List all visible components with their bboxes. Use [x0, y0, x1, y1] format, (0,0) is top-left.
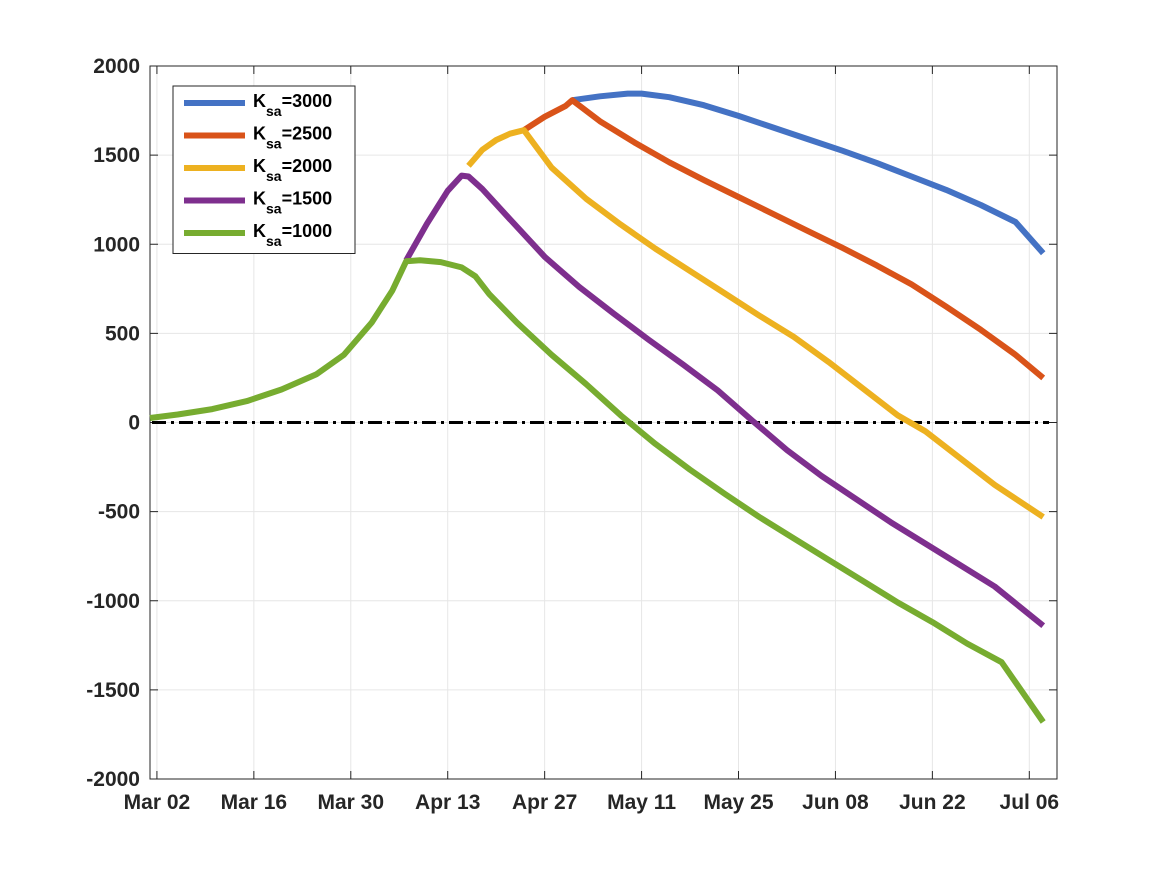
x-tick-label: Mar 16 [221, 791, 288, 814]
x-tick-label: Apr 13 [415, 791, 480, 814]
x-tick-label: Mar 30 [318, 791, 385, 814]
legend-label-subscript: sa [266, 233, 282, 249]
legend-label: Ksa=2000 [253, 156, 332, 184]
axes: Mar 02 Mar 16 Mar 30 Apr 13 Apr 27 May 11 May … [86, 55, 1059, 814]
series-line-3 [403, 172, 1046, 629]
legend-label: Ksa=2500 [253, 124, 332, 152]
legend-label-main: K [253, 91, 266, 111]
x-tick-label: Jun 08 [802, 791, 869, 814]
legend-label-value: =2000 [282, 156, 333, 176]
legend-label-subscript: sa [266, 136, 282, 152]
series-line-2 [466, 127, 1045, 520]
series-line-1 [522, 97, 1046, 381]
legend-label-main: K [253, 156, 266, 176]
x-tick-label: May 25 [703, 791, 773, 814]
y-tick-label: -2000 [86, 768, 140, 791]
x-tick-label: Mar 02 [124, 791, 191, 814]
x-tick-label: Jul 06 [1000, 791, 1060, 814]
y-tick-label: 1500 [93, 144, 140, 167]
y-tick-label: 500 [105, 322, 140, 345]
legend-label: Ksa=3000 [253, 91, 332, 119]
legend-label-value: =1000 [282, 221, 333, 241]
y-tick-label: -1500 [86, 679, 140, 702]
x-tick-label: May 11 [607, 791, 676, 814]
legend-label-main: K [253, 189, 266, 209]
series-line-4 [149, 257, 1046, 724]
y-tick-label: -500 [98, 501, 140, 524]
legend-label: Ksa=1500 [253, 189, 332, 217]
legend-label-subscript: sa [266, 168, 282, 184]
series-line-0 [571, 90, 1046, 256]
legend-label-value: =1500 [282, 189, 333, 209]
x-tick-label: Apr 27 [512, 791, 577, 814]
legend-label-subscript: sa [266, 201, 282, 217]
series-lines [149, 90, 1046, 724]
y-tick-label: 2000 [93, 55, 140, 78]
y-tick-label: -1000 [86, 590, 140, 613]
legend-label: Ksa=1000 [253, 221, 332, 249]
legend-label-subscript: sa [266, 103, 282, 119]
x-tick-label: Jun 22 [899, 791, 966, 814]
legend-label-value: =2500 [282, 124, 333, 144]
y-tick-label: 1000 [93, 233, 140, 256]
legend-label-main: K [253, 221, 266, 241]
legend-label-value: =3000 [282, 91, 333, 111]
legend-label-main: K [253, 124, 266, 144]
y-tick-label: 0 [128, 412, 140, 435]
